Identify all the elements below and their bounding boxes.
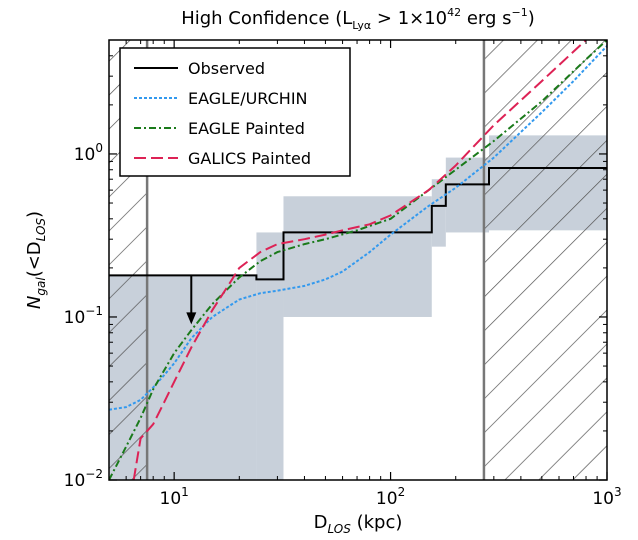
legend-label-eagle-painted: EAGLE Painted bbox=[188, 119, 305, 138]
band-segment bbox=[283, 196, 432, 317]
plot-frame bbox=[108, 39, 608, 481]
excluded-region bbox=[483, 40, 607, 480]
x-tick-label: 101 bbox=[160, 485, 189, 509]
y-tick-label: 10−1 bbox=[64, 304, 103, 328]
y-axis-title: Ngal(<DLOS) bbox=[24, 211, 48, 309]
series-line-observed bbox=[109, 167, 607, 281]
legend: Observed EAGLE/URCHIN EAGLE Painted GALI… bbox=[119, 47, 351, 177]
series-line-galics-painted bbox=[132, 40, 587, 480]
x-tick-label: 102 bbox=[376, 485, 405, 509]
band-segment bbox=[256, 232, 284, 480]
chart-title: High Confidence (LLyα > 1×1042 erg s−1) bbox=[181, 6, 535, 32]
series-lines bbox=[109, 40, 607, 480]
upper-limit-arrow-head bbox=[186, 312, 197, 325]
plot-area bbox=[109, 40, 607, 480]
legend-label-observed: Observed bbox=[188, 59, 265, 78]
legend-box bbox=[119, 47, 351, 177]
x-tick-label: 103 bbox=[592, 485, 621, 509]
legend-label-galics-painted: GALICS Painted bbox=[188, 149, 311, 168]
excluded-regions bbox=[109, 40, 607, 480]
y-tick-label: 10−2 bbox=[64, 467, 103, 491]
band-segment bbox=[431, 179, 446, 247]
legend-label-eagle-urchin: EAGLE/URCHIN bbox=[188, 89, 308, 108]
upper-limit bbox=[186, 275, 197, 325]
band-segment bbox=[445, 157, 490, 233]
x-axis-title: DLOS (kpc) bbox=[314, 512, 403, 536]
series-line-eagle-painted bbox=[109, 40, 607, 480]
y-tick-label: 100 bbox=[74, 141, 103, 165]
axis-ticks: 101 102 103 10−2 10−1 100 bbox=[64, 39, 622, 509]
